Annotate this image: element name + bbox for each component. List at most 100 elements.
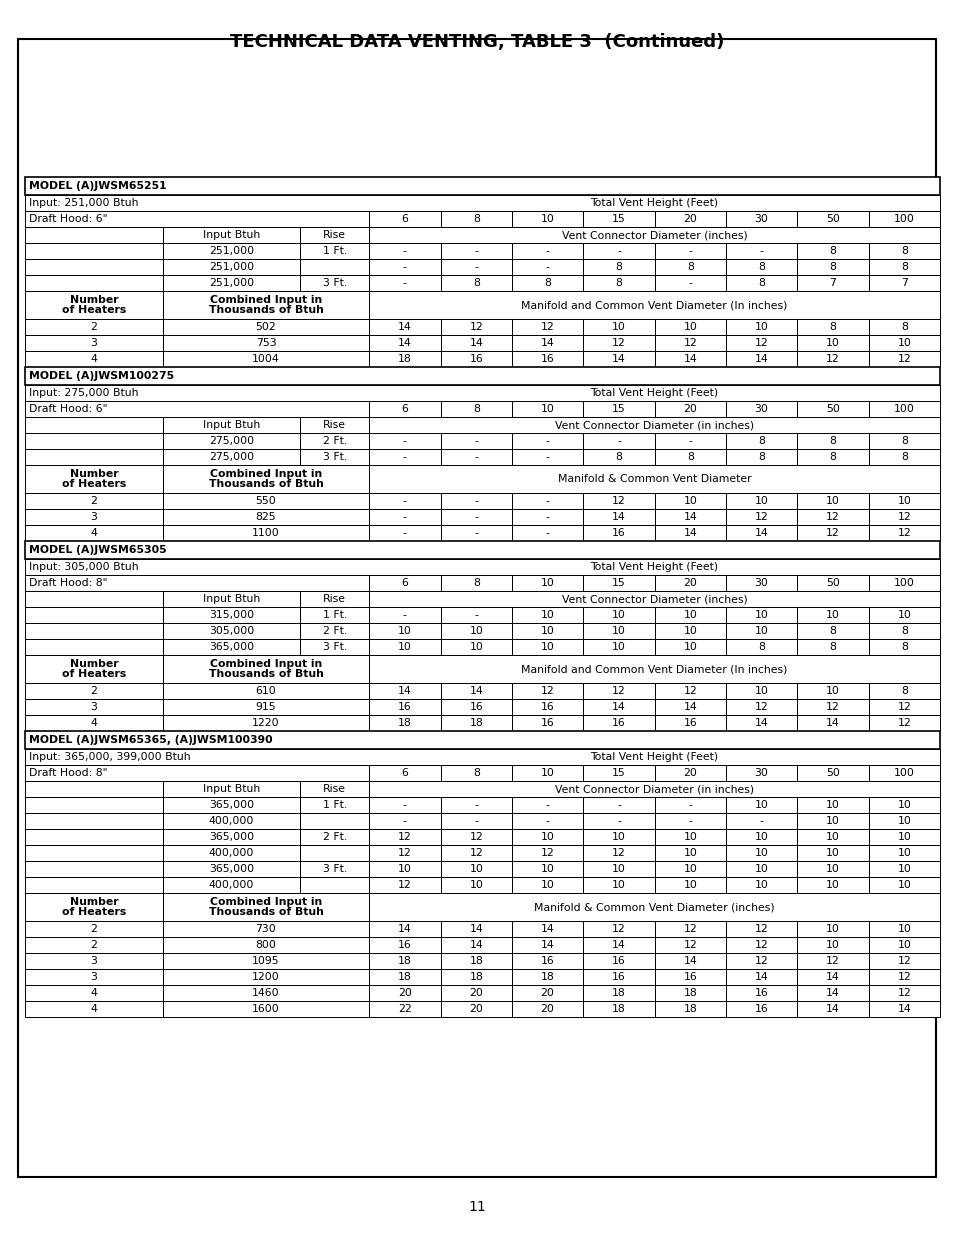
- Bar: [25, 893, 163, 921]
- Text: Rise: Rise: [323, 594, 346, 604]
- Bar: [654, 921, 725, 937]
- Bar: [369, 401, 440, 417]
- Text: 550: 550: [255, 496, 276, 506]
- Bar: [163, 259, 300, 275]
- Bar: [654, 351, 725, 367]
- Text: 10: 10: [825, 848, 839, 858]
- Text: 14: 14: [540, 924, 554, 934]
- Bar: [582, 509, 654, 525]
- Bar: [868, 921, 939, 937]
- Bar: [163, 861, 300, 877]
- Bar: [725, 699, 797, 715]
- Text: 3: 3: [91, 701, 97, 713]
- Text: 50: 50: [825, 214, 839, 224]
- Bar: [369, 351, 440, 367]
- Bar: [163, 351, 369, 367]
- Text: 305,000: 305,000: [209, 626, 253, 636]
- Bar: [369, 813, 440, 829]
- Bar: [163, 1002, 369, 1016]
- Text: 4: 4: [91, 718, 97, 727]
- Bar: [654, 450, 725, 466]
- Bar: [725, 715, 797, 731]
- Bar: [369, 335, 440, 351]
- Text: 3: 3: [91, 972, 97, 982]
- Text: 10: 10: [897, 496, 910, 506]
- Bar: [868, 937, 939, 953]
- Bar: [300, 433, 369, 450]
- Text: 10: 10: [754, 864, 768, 874]
- Bar: [512, 576, 582, 592]
- Text: 10: 10: [897, 848, 910, 858]
- Bar: [868, 525, 939, 541]
- Text: 10: 10: [540, 214, 554, 224]
- Bar: [725, 986, 797, 1002]
- Bar: [797, 699, 868, 715]
- Bar: [797, 606, 868, 622]
- Text: -: -: [617, 436, 620, 446]
- Bar: [582, 683, 654, 699]
- Text: 14: 14: [612, 940, 625, 950]
- Text: 16: 16: [469, 701, 482, 713]
- Text: 8: 8: [543, 278, 551, 288]
- Text: 8: 8: [686, 262, 693, 272]
- Bar: [868, 715, 939, 731]
- Text: 16: 16: [612, 956, 625, 966]
- Text: 10: 10: [897, 940, 910, 950]
- Bar: [300, 417, 369, 433]
- Text: 10: 10: [754, 800, 768, 810]
- Text: 12: 12: [682, 924, 697, 934]
- Text: 10: 10: [754, 881, 768, 890]
- Text: -: -: [474, 800, 477, 810]
- Text: 16: 16: [612, 529, 625, 538]
- Bar: [163, 683, 369, 699]
- Text: 10: 10: [682, 848, 697, 858]
- Text: 8: 8: [829, 322, 836, 332]
- Bar: [163, 466, 369, 493]
- Text: 16: 16: [540, 956, 554, 966]
- Text: 8: 8: [758, 436, 764, 446]
- Bar: [797, 829, 868, 845]
- Bar: [868, 845, 939, 861]
- Text: 12: 12: [897, 529, 910, 538]
- Text: 15: 15: [612, 768, 625, 778]
- Bar: [440, 275, 512, 291]
- Text: 30: 30: [754, 404, 768, 414]
- Bar: [654, 715, 725, 731]
- Bar: [163, 813, 300, 829]
- Bar: [163, 638, 300, 655]
- Text: 10: 10: [825, 881, 839, 890]
- Bar: [25, 385, 939, 401]
- Text: Total Vent Height (Feet): Total Vent Height (Feet): [590, 388, 718, 398]
- Text: 8: 8: [473, 278, 479, 288]
- Bar: [868, 861, 939, 877]
- Text: 12: 12: [612, 924, 625, 934]
- Bar: [725, 813, 797, 829]
- Bar: [725, 450, 797, 466]
- Text: 20: 20: [469, 988, 482, 998]
- Bar: [512, 493, 582, 509]
- Bar: [582, 699, 654, 715]
- Text: Vent Connector Diameter (inches): Vent Connector Diameter (inches): [561, 230, 747, 240]
- Text: -: -: [545, 529, 549, 538]
- Text: 10: 10: [897, 924, 910, 934]
- Bar: [512, 450, 582, 466]
- Bar: [868, 877, 939, 893]
- Text: 10: 10: [825, 832, 839, 842]
- Text: -: -: [402, 278, 406, 288]
- Bar: [369, 466, 939, 493]
- Bar: [369, 606, 440, 622]
- Bar: [868, 351, 939, 367]
- Bar: [300, 813, 369, 829]
- Bar: [868, 953, 939, 969]
- Text: 16: 16: [682, 972, 697, 982]
- Text: 8: 8: [615, 278, 621, 288]
- Bar: [582, 525, 654, 541]
- Text: 16: 16: [540, 701, 554, 713]
- Bar: [163, 715, 369, 731]
- Bar: [582, 211, 654, 227]
- Text: 10: 10: [825, 924, 839, 934]
- Text: 12: 12: [897, 718, 910, 727]
- Bar: [25, 748, 939, 764]
- Bar: [725, 1002, 797, 1016]
- Bar: [725, 335, 797, 351]
